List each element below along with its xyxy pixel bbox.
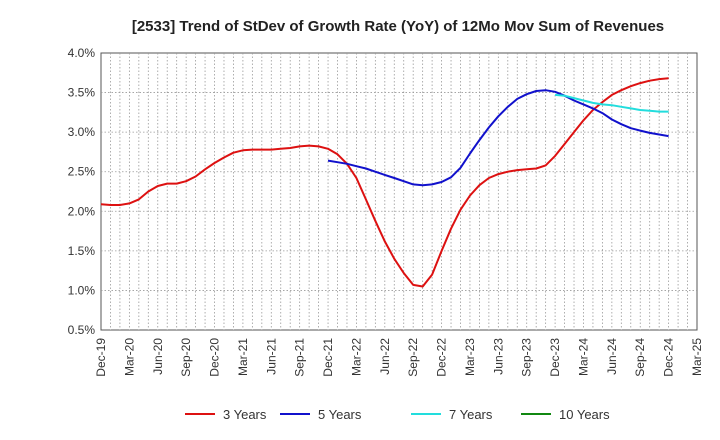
y-tick-label: 1.5% <box>68 244 96 258</box>
x-tick-label: Jun-20 <box>151 338 165 375</box>
y-tick-label: 2.0% <box>68 204 96 218</box>
y-tick-label: 3.5% <box>68 86 96 100</box>
y-axis: 0.5% 1.0% 1.5% 2.0% 2.5% 3.0% 3.5% 4.0% <box>68 46 96 337</box>
x-tick-label: Mar-24 <box>576 338 590 376</box>
y-tick-label: 3.0% <box>68 125 96 139</box>
x-tick-label: Sep-21 <box>293 338 307 377</box>
y-tick-label: 4.0% <box>68 46 96 60</box>
legend-label: 3 Years <box>223 407 267 422</box>
legend: 3 Years 5 Years 7 Years 10 Years <box>185 407 610 422</box>
x-tick-label: Mar-20 <box>122 338 136 376</box>
x-tick-label: Sep-24 <box>633 338 647 377</box>
series-line-7-years <box>555 93 669 113</box>
plot-border <box>100 52 698 331</box>
x-tick-label: Dec-23 <box>548 338 562 377</box>
x-tick-label: Sep-20 <box>179 338 193 377</box>
x-axis: Dec-19 Mar-20 Jun-20 Sep-20 Dec-20 Mar-21 Jun-… <box>94 338 704 377</box>
plot-background <box>101 53 697 330</box>
x-tick-label: Mar-21 <box>236 338 250 376</box>
legend-label: 10 Years <box>559 407 610 422</box>
x-tick-label: Sep-23 <box>520 338 534 377</box>
x-tick-label: Mar-23 <box>463 338 477 376</box>
legend-label: 5 Years <box>318 407 362 422</box>
y-tick-label: 0.5% <box>68 323 96 337</box>
x-tick-label: Dec-19 <box>94 338 108 377</box>
x-tick-label: Dec-20 <box>208 338 222 377</box>
x-tick-label: Dec-21 <box>321 338 335 377</box>
series-line-3-years <box>100 77 669 288</box>
x-tick-label: Jun-21 <box>264 338 278 375</box>
x-tick-label: Mar-25 <box>690 338 704 376</box>
series-line-5-years <box>327 89 669 187</box>
x-tick-label: Dec-22 <box>435 338 449 377</box>
series-lines <box>100 77 669 288</box>
chart-title: [2533] Trend of StDev of Growth Rate (Yo… <box>132 18 664 35</box>
x-tick-label: Jun-23 <box>491 338 505 375</box>
grid <box>101 53 697 330</box>
x-tick-label: Sep-22 <box>406 338 420 377</box>
x-tick-label: Jun-22 <box>378 338 392 375</box>
plot-area <box>100 52 698 331</box>
x-tick-label: Jun-24 <box>605 338 619 375</box>
y-tick-label: 2.5% <box>68 165 96 179</box>
x-tick-label: Dec-24 <box>662 338 676 377</box>
x-tick-label: Mar-22 <box>349 338 363 376</box>
legend-label: 7 Years <box>449 407 493 422</box>
y-tick-label: 1.0% <box>68 283 96 297</box>
